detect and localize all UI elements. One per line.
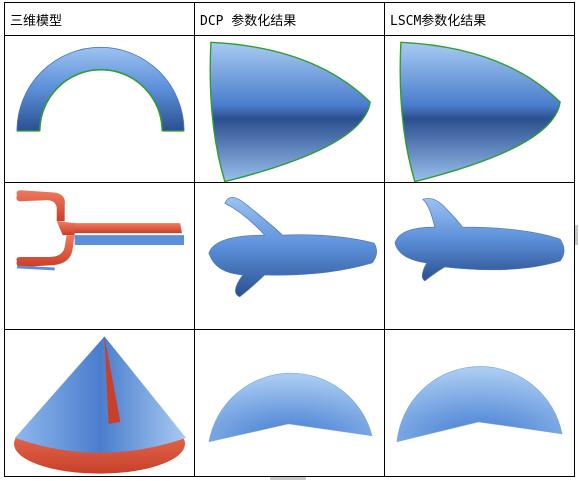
dcp-fan-icon — [208, 372, 373, 443]
resize-handle-bottom[interactable] — [270, 477, 306, 480]
header-cell-lscm: LSCM参数化结果 — [384, 2, 575, 36]
resize-handle-right[interactable] — [575, 225, 578, 245]
cell-dcp-leaf — [194, 35, 385, 183]
row-torus — [4, 35, 575, 183]
header-cell-model: 三维模型 — [4, 2, 195, 36]
cell-lscm-fish — [384, 182, 575, 330]
row-cone — [4, 329, 575, 477]
cell-dcp-fan — [194, 329, 385, 477]
cell-lscm-fan — [384, 329, 575, 477]
cell-cone-model — [4, 329, 195, 477]
header-row: 三维模型 DCP 参数化结果 LSCM参数化结果 — [4, 2, 575, 36]
comparison-grid: 三维模型 DCP 参数化结果 LSCM参数化结果 — [4, 2, 575, 477]
cell-lscm-leaf — [384, 35, 575, 183]
header-label-lscm: LSCM参数化结果 — [390, 13, 487, 29]
torus-arch-icon — [16, 47, 185, 132]
lscm-fish-icon — [394, 198, 565, 282]
header-cell-dcp: DCP 参数化结果 — [194, 2, 385, 36]
lscm-leaf-icon — [399, 41, 561, 182]
cell-torus-model — [4, 35, 195, 183]
header-label-dcp: DCP 参数化结果 — [200, 13, 297, 29]
row-trident — [4, 182, 575, 330]
header-label-model: 三维模型 — [10, 13, 63, 29]
figure-table: 三维模型 DCP 参数化结果 LSCM参数化结果 — [4, 2, 575, 477]
cone-icon — [13, 336, 187, 474]
cell-trident-model — [4, 182, 195, 330]
dcp-fish-icon — [208, 196, 377, 298]
dcp-leaf-icon — [209, 41, 371, 182]
lscm-fan-icon — [396, 366, 563, 443]
trident-icon — [16, 190, 185, 271]
cell-dcp-fish — [194, 182, 385, 330]
